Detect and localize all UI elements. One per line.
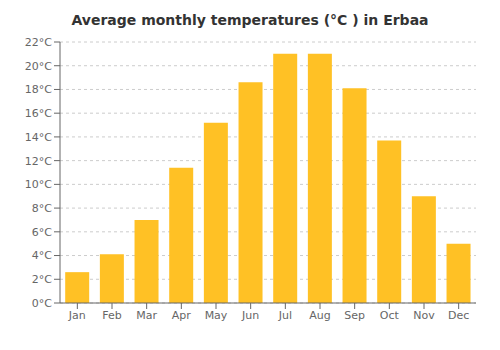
svg-text:Sep: Sep — [344, 309, 365, 322]
html-text:Average monthly temperatures (: Average monthly temperatures (°C ) in Er… — [71, 12, 429, 28]
svg-text:Oct: Oct — [380, 309, 400, 322]
svg-text:0°C: 0°C — [32, 297, 52, 310]
svg-text:16°C: 16°C — [25, 107, 52, 120]
svg-text:10°C: 10°C — [25, 178, 52, 191]
svg-text:6°C: 6°C — [32, 226, 52, 239]
svg-text:Jun: Jun — [241, 309, 259, 322]
svg-text:14°C: 14°C — [25, 131, 52, 144]
svg-text:18°C: 18°C — [25, 83, 52, 96]
svg-text:Feb: Feb — [102, 309, 121, 322]
svg-text:4°C: 4°C — [32, 249, 52, 262]
svg-text:May: May — [205, 309, 228, 322]
svg-text:Dec: Dec — [448, 309, 469, 322]
svg-text:8°C: 8°C — [32, 202, 52, 215]
svg-text:12°C: 12°C — [25, 155, 52, 168]
svg-text:Aug: Aug — [309, 309, 330, 322]
svg-text:Jul: Jul — [278, 309, 292, 322]
svg-text:Nov: Nov — [413, 309, 435, 322]
svg-text:2°C: 2°C — [32, 273, 52, 286]
svg-text:Jan: Jan — [68, 309, 86, 322]
svg-text:Apr: Apr — [172, 309, 192, 322]
svg-text:Mar: Mar — [136, 309, 157, 322]
svg-text:22°C: 22°C — [25, 36, 52, 49]
svg-text:20°C: 20°C — [25, 60, 52, 73]
